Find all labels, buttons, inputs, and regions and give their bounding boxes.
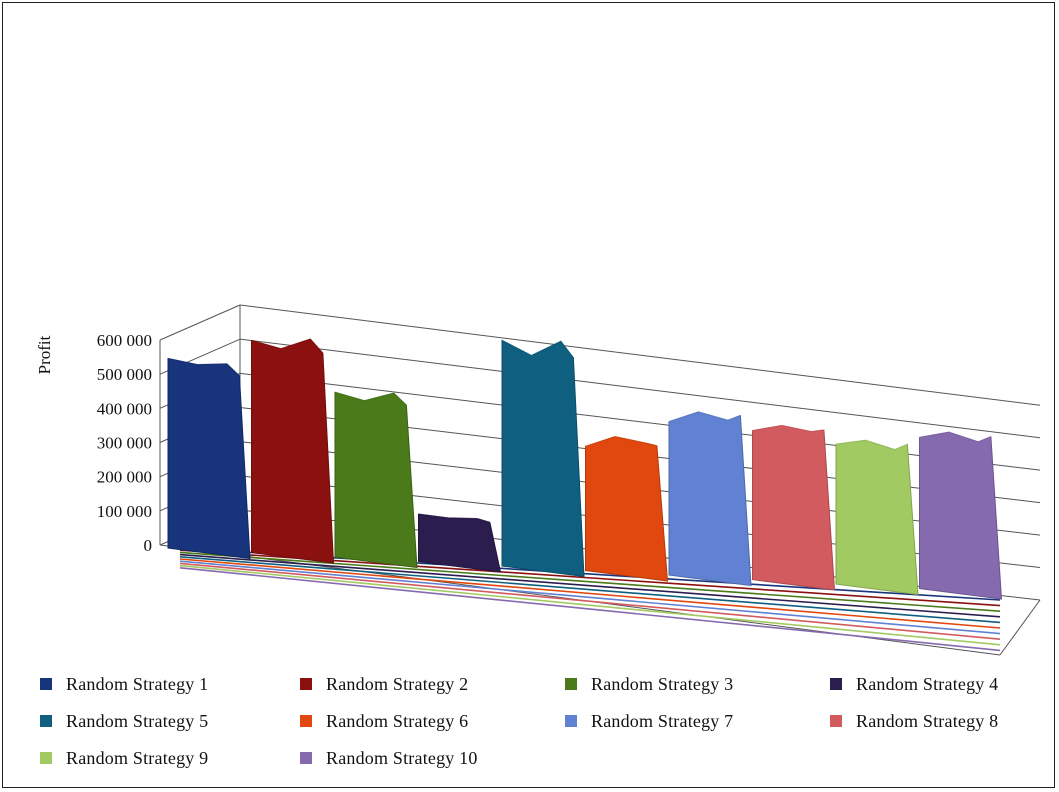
gridline-back-6 [239,304,1041,406]
floor-stripe-6 [179,558,1001,629]
gridline-left-6 [159,304,241,341]
legend-label: Random Strategy 6 [326,710,469,731]
area-ridge-1 [167,357,240,377]
legend-item-3: Random Strategy 3 [565,672,733,696]
y-tick-label: 0 [144,536,153,555]
floor-stripe-10 [179,567,1001,652]
floor-stripe-7 [179,560,1001,635]
legend-label: Random Strategy 9 [66,747,209,768]
area-series-10 [919,431,1003,600]
legend-swatch [830,678,842,690]
area-series-4 [418,513,502,573]
legend-swatch [300,752,312,764]
area-series-1 [167,357,251,560]
y-tick-label: 100 000 [97,502,152,521]
legend-swatch [40,752,52,764]
legend-label: Random Strategy 3 [591,673,734,694]
y-axis-label: Profit [35,335,54,374]
legend-item-9: Random Strategy 9 [40,746,208,770]
floor-stripe-9 [179,564,1001,646]
legend-label: Random Strategy 8 [856,710,999,731]
chart-legend: Random Strategy 1 Random Strategy 2 Random… [40,672,1040,782]
area-ridge-6 [585,436,658,448]
legend-label: Random Strategy 5 [66,710,209,731]
area-series-2 [251,338,335,564]
floor-stripe-5 [179,556,1001,624]
legend-label: Random Strategy 2 [326,673,469,694]
y-tick-label: 300 000 [97,434,152,453]
legend-swatch [565,715,577,727]
y-tick-label: 400 000 [97,399,152,418]
area-series-5 [501,339,585,578]
chart-plot: 0 100 000 200 000 300 000 400 000 500 000 600 … [35,304,1041,656]
legend-item-8: Random Strategy 8 [830,709,998,733]
legend-swatch [40,678,52,690]
legend-swatch [300,715,312,727]
area-ridge-10 [919,431,992,443]
legend-item-7: Random Strategy 7 [565,709,733,733]
legend-label: Random Strategy 10 [326,747,478,768]
legend-item-6: Random Strategy 6 [300,709,468,733]
y-tick-label: 200 000 [97,468,152,487]
area-series-7 [668,411,752,587]
legend-label: Random Strategy 7 [591,710,734,731]
legend-swatch [300,678,312,690]
y-tick-label: 600 000 [97,331,152,350]
area-series-3 [334,391,418,569]
area-ridge-2 [251,338,324,354]
area-ridge-5 [501,339,574,359]
area-ridge-7 [668,411,741,423]
legend-label: Random Strategy 4 [856,673,999,694]
floor-right-edge [999,599,1041,656]
legend-item-10: Random Strategy 10 [300,746,478,770]
legend-swatch [40,715,52,727]
area-ridge-8 [752,424,824,433]
floor-stripe-4 [179,553,1001,618]
floor-stripe-8 [179,562,1001,640]
legend-swatch [830,715,842,727]
legend-item-4: Random Strategy 4 [830,672,998,696]
legend-item-2: Random Strategy 2 [300,672,468,696]
legend-item-1: Random Strategy 1 [40,672,208,696]
gridline-back-5 [239,338,1041,439]
area-ridge-4 [418,513,491,524]
area-series-8 [752,425,836,591]
legend-item-5: Random Strategy 5 [40,709,208,733]
area-series-6 [585,436,669,582]
area-ridge-9 [835,439,908,451]
y-tick-label: 500 000 [97,365,152,384]
area-series-9 [835,439,919,596]
legend-swatch [565,678,577,690]
floor-stripe-3 [179,551,1001,612]
legend-label: Random Strategy 1 [66,673,209,694]
area-ridge-3 [334,391,407,406]
